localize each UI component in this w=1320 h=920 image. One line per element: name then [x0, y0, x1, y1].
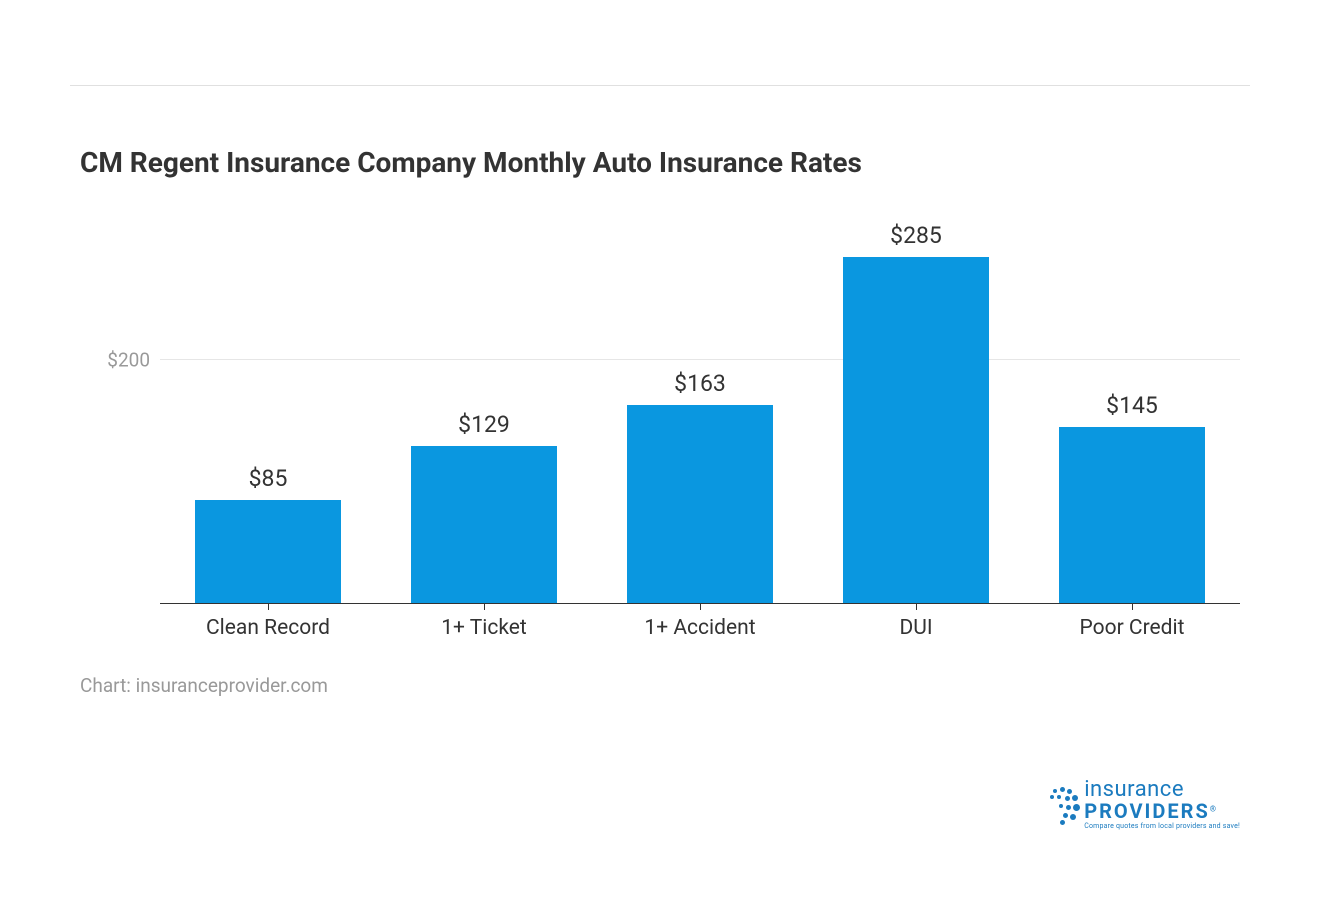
y-tick-label: $200 [107, 349, 150, 372]
logo-registered-icon: ® [1210, 805, 1216, 814]
bar-column: $85 [160, 214, 376, 603]
chart-container: CM Regent Insurance Company Monthly Auto… [70, 85, 1250, 697]
bar-value-label: $145 [1106, 392, 1158, 419]
logo-word-providers: PROVIDERS [1084, 799, 1210, 823]
chart-source: Chart: insuranceprovider.com [80, 674, 1250, 697]
bar-column: $285 [808, 214, 1024, 603]
bar-value-label: $285 [890, 222, 942, 249]
bar: $163 [627, 405, 774, 603]
x-axis-labels: Clean Record1+ Ticket1+ AccidentDUIPoor … [160, 604, 1240, 644]
x-axis-label: Clean Record [160, 604, 376, 644]
logo-tagline: Compare quotes from local providers and … [1084, 823, 1240, 830]
bars-group: $85 $129 $163 $285 $145 [160, 214, 1240, 603]
y-axis: $200 [80, 214, 160, 604]
x-axis-label: DUI [808, 604, 1024, 644]
logo-dots-icon [1042, 785, 1082, 825]
logo-main: insurance PROVIDERS® Compare quotes from… [1020, 779, 1240, 830]
bar: $145 [1059, 427, 1206, 603]
logo-text: insurance PROVIDERS® Compare quotes from… [1084, 779, 1240, 830]
bar: $285 [843, 257, 990, 603]
chart-area: $200 $85$129$163$285$145 Clean Record1+ … [80, 214, 1240, 644]
top-divider [70, 85, 1250, 86]
x-axis-label: Poor Credit [1024, 604, 1240, 644]
bar: $85 [195, 500, 342, 603]
bar-value-label: $85 [249, 465, 288, 492]
bar-column: $129 [376, 214, 592, 603]
bar-value-label: $129 [458, 411, 510, 438]
bar-column: $145 [1024, 214, 1240, 603]
bar-value-label: $163 [674, 370, 726, 397]
x-axis-label: 1+ Accident [592, 604, 808, 644]
plot-area: $85 $129 $163 $285 $145 [160, 214, 1240, 604]
chart-title: CM Regent Insurance Company Monthly Auto… [80, 146, 1250, 179]
bar: $129 [411, 446, 558, 603]
brand-logo: insurance PROVIDERS® Compare quotes from… [1020, 779, 1240, 830]
logo-word-insurance: insurance [1084, 779, 1184, 801]
x-axis-label: 1+ Ticket [376, 604, 592, 644]
logo-word-providers-line: PROVIDERS® [1084, 801, 1216, 821]
bar-column: $163 [592, 214, 808, 603]
